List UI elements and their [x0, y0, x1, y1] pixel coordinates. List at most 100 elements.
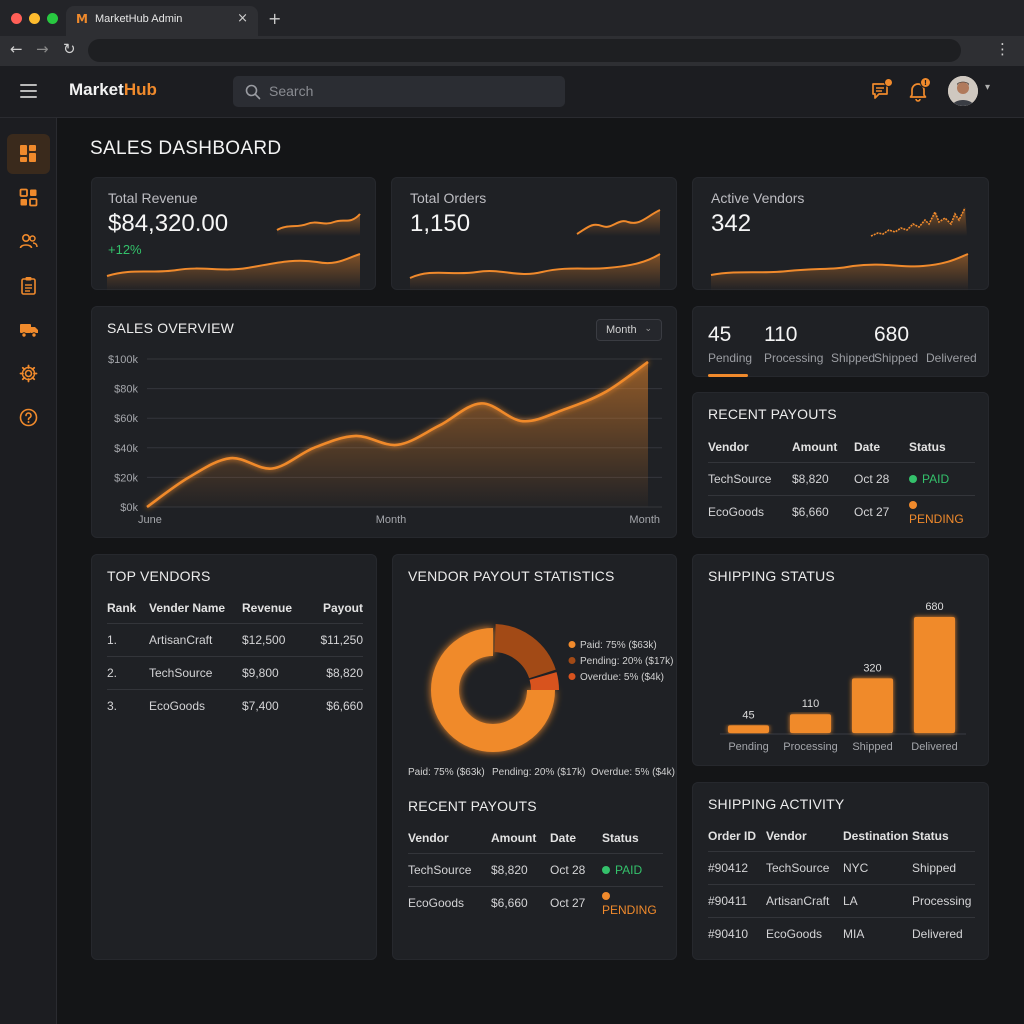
reload-icon[interactable]: ↻: [63, 40, 76, 58]
shipping-status-card: SHIPPING STATUS 45 Pending 110 Processing 32…: [692, 554, 989, 766]
col-status[interactable]: Status: [909, 439, 946, 454]
vendor-name-cell: EcoGoods: [149, 688, 242, 722]
sidebar-item-dashboard[interactable]: [7, 134, 50, 174]
col-vendor[interactable]: Vendor: [708, 439, 749, 454]
table-row[interactable]: 3. EcoGoods $7,400 $6,660: [107, 688, 363, 722]
col-destination[interactable]: Destination: [843, 828, 909, 843]
orders-sparkline: [409, 209, 661, 291]
new-tab-icon[interactable]: +: [268, 9, 282, 28]
window-minimize-dot[interactable]: [29, 13, 40, 24]
sidebar-item-users[interactable]: [7, 222, 50, 262]
revenue-sparkline: [106, 213, 361, 291]
col-vendor[interactable]: Vendor: [408, 830, 449, 845]
bar-shipped: [852, 678, 893, 733]
sidebar-item-help[interactable]: [7, 398, 50, 438]
search-input[interactable]: Search: [233, 76, 565, 107]
donut-slice-paid: [431, 628, 555, 752]
address-bar[interactable]: [88, 39, 961, 62]
vendor-cell: TechSource: [708, 461, 792, 495]
shipping-activity-table: Order ID Vendor Destination Status #9041…: [708, 821, 975, 950]
date-cell: Oct 28: [550, 852, 602, 886]
help-icon: [19, 408, 38, 427]
rank-cell: 1.: [107, 622, 149, 656]
col-payout[interactable]: Payout: [322, 600, 363, 615]
col-rank[interactable]: Rank: [107, 600, 137, 615]
bar-category-label: Shipped: [852, 741, 892, 753]
sidebar: [0, 118, 57, 1024]
kpi-card-orders[interactable]: Total Orders 1,150: [391, 177, 677, 291]
amount-cell: $6,660: [491, 885, 550, 919]
vendor-cell: TechSource: [766, 850, 843, 884]
table-row[interactable]: 1. ArtisanCraft $12,500 $11,250: [107, 622, 363, 656]
table-row[interactable]: #90410 EcoGoods MIA Delivered: [708, 916, 975, 950]
tab-shipped[interactable]: Shipped: [831, 351, 876, 365]
bar-value-label: 320: [863, 662, 881, 674]
shipping-status-chart[interactable]: 45 Pending 110 Processing 320 Shipped 680 Deliv…: [693, 555, 990, 767]
table-row[interactable]: EcoGoods $6,660 Oct 27 PENDING: [408, 885, 663, 919]
col-date[interactable]: Date: [854, 439, 881, 454]
col-order-id[interactable]: Order ID: [708, 828, 757, 843]
forward-icon[interactable]: →: [36, 40, 49, 58]
chat-button[interactable]: [870, 78, 893, 106]
x-tick-label: Month: [629, 514, 660, 526]
table-row[interactable]: TechSource $8,820 Oct 28 PAID: [408, 852, 663, 886]
brand-logo[interactable]: MarketHub: [69, 80, 157, 99]
col-revenue[interactable]: Revenue: [242, 600, 293, 615]
table-row[interactable]: TechSource $8,820 Oct 28 PAID: [708, 461, 975, 495]
col-status[interactable]: Status: [602, 830, 639, 845]
browser-tab[interactable]: M MarketHub Admin ×: [66, 6, 258, 36]
window-maximize-dot[interactable]: [47, 13, 58, 24]
browser-menu-icon[interactable]: ⋮: [995, 40, 1010, 58]
legend-label: Paid: 75% ($63k): [580, 640, 657, 651]
col-status[interactable]: Status: [912, 828, 949, 843]
col-vendor[interactable]: Vendor: [766, 828, 807, 843]
rank-cell: 3.: [107, 688, 149, 722]
col-date[interactable]: Date: [550, 830, 577, 845]
tab-delivered[interactable]: Delivered: [926, 351, 977, 365]
search-icon: [245, 84, 261, 100]
sales-area: [147, 361, 648, 507]
bar-processing: [790, 714, 831, 733]
hamburger-menu-icon[interactable]: [20, 84, 37, 98]
user-menu-chevron-icon[interactable]: ▾: [985, 82, 991, 93]
sidebar-item-shipping[interactable]: [7, 310, 50, 350]
sales-overview-chart[interactable]: $0k $20k $40k $60k $80k $100k June Month Month: [92, 307, 678, 539]
users-icon: [19, 233, 38, 249]
notification-badge: !: [920, 77, 931, 88]
window-close-dot[interactable]: [11, 13, 22, 24]
kpi-card-vendors[interactable]: Active Vendors 342: [692, 177, 989, 291]
order-id-cell: #90410: [708, 916, 766, 950]
kpi-label: Total Orders: [410, 190, 487, 206]
table-row[interactable]: #90412 TechSource NYC Shipped: [708, 850, 975, 884]
bar-category-label: Pending: [728, 741, 768, 753]
vendor-name-cell: ArtisanCraft: [149, 622, 242, 656]
col-amount[interactable]: Amount: [491, 830, 537, 845]
col-amount[interactable]: Amount: [792, 439, 838, 454]
tab-close-icon[interactable]: ×: [237, 11, 248, 26]
table-row[interactable]: EcoGoods $6,660 Oct 27 PENDING: [708, 494, 975, 528]
kpi-card-revenue[interactable]: Total Revenue $84,320.00 +12%: [91, 177, 376, 291]
sidebar-item-apps[interactable]: [7, 178, 50, 218]
y-tick-label: $0k: [120, 502, 138, 514]
summary-paid: Paid: 75% ($63k): [408, 767, 485, 778]
back-icon[interactable]: ←: [10, 40, 23, 58]
sidebar-item-orders[interactable]: [7, 266, 50, 306]
vendor-cell: TechSource: [408, 852, 491, 886]
payout-donut-chart[interactable]: Paid: 75% ($63k) Pending: 20% ($17k) Overd…: [393, 595, 678, 795]
col-vendor-name[interactable]: Vender Name: [149, 600, 226, 615]
truck-icon: [20, 324, 38, 338]
table-row[interactable]: #90411 ArtisanCraft LA Processing: [708, 883, 975, 917]
notifications-button[interactable]: !: [907, 77, 931, 106]
table-row[interactable]: 2. TechSource $9,800 $8,820: [107, 655, 363, 689]
x-tick-label: June: [138, 514, 162, 526]
avatar[interactable]: [948, 76, 978, 106]
tab-shipped-2[interactable]: Shipped: [874, 351, 919, 365]
bar-delivered: [914, 617, 955, 733]
destination-cell: NYC: [843, 850, 912, 884]
search-placeholder: Search: [269, 83, 314, 99]
period-select[interactable]: Month ⌄: [596, 319, 662, 341]
vendor-payout-stats-title: VENDOR PAYOUT STATISTICS: [408, 568, 615, 584]
tab-pending[interactable]: Pending: [708, 351, 753, 365]
tab-processing[interactable]: Processing: [764, 351, 824, 365]
sidebar-item-settings[interactable]: [7, 354, 50, 394]
